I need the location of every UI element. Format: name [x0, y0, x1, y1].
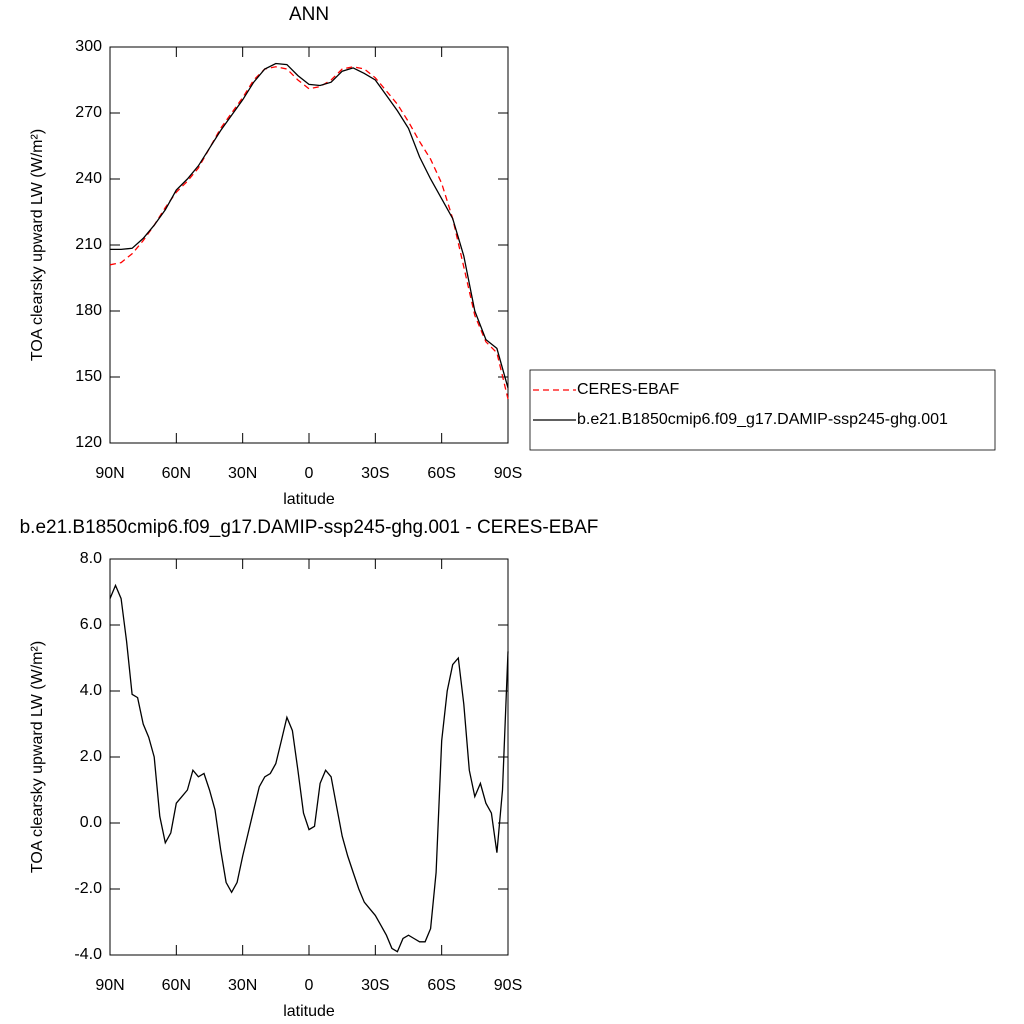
y-tick-label: 210: [75, 236, 102, 253]
plot-frame: [109, 558, 509, 956]
y-tick-label: 2.0: [80, 748, 102, 765]
data-line: [109, 66, 509, 400]
x-tick-label: 30S: [361, 977, 389, 994]
x-axis-label: latitude: [283, 1003, 335, 1020]
y-tick-label: 4.0: [80, 682, 102, 699]
y-tick-label: 0.0: [80, 814, 102, 831]
y-tick-label: 150: [75, 368, 102, 385]
y-tick-label: 6.0: [80, 616, 102, 633]
legend-box: [529, 369, 996, 451]
x-tick-label: 60N: [162, 977, 191, 994]
y-tick-label: 120: [75, 434, 102, 451]
x-tick-label: 90N: [95, 977, 124, 994]
x-tick-label: 60S: [427, 977, 455, 994]
x-tick-label: 90N: [95, 465, 124, 482]
legend-label: CERES-EBAF: [577, 381, 679, 398]
y-tick-label: 300: [75, 38, 102, 55]
chart-title: ANN: [289, 4, 329, 25]
data-line: [109, 583, 509, 953]
y-tick-label: -4.0: [74, 946, 102, 963]
plot-frame: [109, 46, 509, 444]
y-tick-label: 270: [75, 104, 102, 121]
y-tick-label: 240: [75, 170, 102, 187]
y-axis-label: TOA clearsky upward LW (W/m²): [29, 129, 46, 361]
y-tick-label: 180: [75, 302, 102, 319]
chart-title: b.e21.B1850cmip6.f09_g17.DAMIP-ssp245-gh…: [20, 517, 599, 538]
y-tick-label: -2.0: [74, 880, 102, 897]
x-tick-label: 60N: [162, 465, 191, 482]
legend-label: b.e21.B1850cmip6.f09_g17.DAMIP-ssp245-gh…: [577, 411, 948, 428]
x-tick-label: 90S: [494, 465, 522, 482]
x-tick-label: 60S: [427, 465, 455, 482]
x-tick-label: 90S: [494, 977, 522, 994]
y-tick-label: 8.0: [80, 550, 102, 567]
y-axis-label: TOA clearsky upward LW (W/m²): [29, 641, 46, 873]
x-tick-label: 0: [305, 465, 314, 482]
x-tick-label: 30N: [228, 977, 257, 994]
x-tick-label: 0: [305, 977, 314, 994]
x-axis-label: latitude: [283, 491, 335, 508]
x-tick-label: 30S: [361, 465, 389, 482]
data-line: [110, 62, 509, 389]
x-tick-label: 30N: [228, 465, 257, 482]
